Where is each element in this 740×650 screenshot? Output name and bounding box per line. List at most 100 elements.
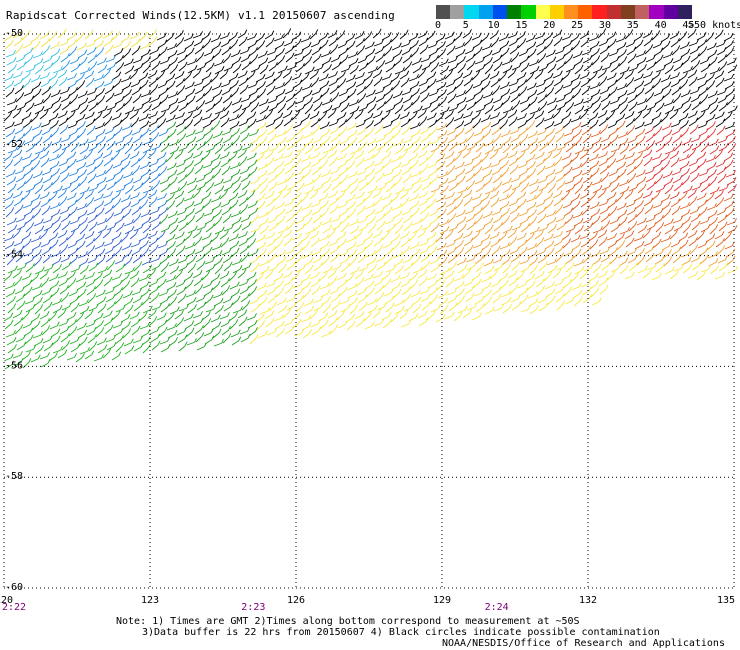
wind-barb (417, 191, 428, 199)
wind-barb (193, 236, 203, 247)
wind-barb (374, 124, 384, 135)
wind-barb (538, 302, 549, 312)
wind-barb (94, 279, 104, 290)
wind-barb (13, 197, 24, 207)
wind-barb (554, 286, 565, 295)
wind-barb (40, 318, 50, 328)
wind-barb (264, 191, 275, 200)
wind-barb (312, 296, 323, 304)
wind-barb (213, 216, 223, 227)
wind-barb (355, 79, 366, 88)
wind-barb (421, 260, 431, 271)
wind-barb (662, 51, 673, 59)
wind-barb (301, 120, 311, 131)
wind-barb (553, 197, 563, 207)
wind-barb (592, 226, 603, 234)
wind-barb (464, 84, 474, 95)
wind-barb (358, 223, 369, 232)
wind-barb (129, 110, 139, 120)
wind-barb (383, 288, 394, 297)
wind-barb (518, 86, 528, 97)
wind-barb (572, 88, 582, 99)
wind-barb (409, 279, 419, 290)
wind-barb (707, 128, 717, 139)
wind-barb (320, 50, 331, 58)
wind-barb (484, 265, 495, 275)
wind-barb (552, 268, 562, 279)
wind-barb (232, 224, 242, 234)
wind-barb (439, 267, 450, 275)
wind-barb (283, 199, 294, 207)
wind-barb (705, 192, 715, 203)
wind-barb (430, 62, 440, 73)
wind-barb (455, 247, 465, 258)
wind-barb (372, 230, 383, 239)
wind-barb (5, 330, 16, 338)
wind-barb (437, 171, 448, 179)
wind-barb (230, 87, 240, 98)
wind-barb (726, 255, 736, 266)
wind-barb (25, 304, 36, 313)
wind-barb (103, 37, 114, 47)
wind-barb (130, 38, 141, 48)
wind-barb (616, 83, 627, 91)
wind-barb (294, 216, 305, 225)
wind-barb (284, 124, 294, 135)
wind-barb (336, 112, 347, 121)
wind-barb (408, 74, 419, 82)
wind-barb (59, 124, 69, 135)
wind-barb (399, 111, 410, 120)
wind-barb (583, 144, 594, 152)
wind-barb (151, 101, 162, 111)
wind-barb (534, 271, 545, 280)
wind-barb (653, 249, 664, 257)
wind-barb (392, 251, 403, 259)
wind-barb (421, 103, 432, 111)
wind-barb (500, 167, 510, 178)
wind-barb (157, 200, 168, 209)
wind-barb (103, 317, 114, 327)
wind-barb (511, 141, 521, 151)
wind-barb (42, 294, 53, 304)
wind-barb (385, 63, 396, 73)
wind-barb (562, 81, 573, 89)
wind-barb (529, 66, 540, 75)
wind-barb (123, 338, 134, 347)
wind-barb (160, 344, 171, 353)
wind-barb (304, 186, 315, 195)
wind-barb (185, 290, 196, 298)
wind-barb (374, 46, 385, 55)
wind-barb (391, 42, 402, 51)
wind-barb (13, 317, 23, 327)
wind-barb (670, 198, 681, 208)
wind-barb (581, 246, 591, 256)
wind-barb (221, 87, 232, 96)
wind-barb (230, 49, 241, 58)
wind-barb (304, 305, 315, 315)
wind-barb (705, 155, 716, 163)
wind-barb (374, 87, 385, 95)
wind-barb (274, 119, 284, 130)
wind-barb (501, 297, 512, 306)
wind-barb (673, 223, 684, 232)
wind-barb (493, 222, 503, 232)
wind-barb (320, 169, 331, 178)
wind-barb (455, 49, 466, 58)
wind-barb (554, 47, 565, 55)
wind-barb (141, 257, 152, 266)
wind-barb (59, 165, 70, 175)
colorbar-segment (649, 5, 664, 19)
wind-barb (169, 265, 180, 275)
wind-barb (365, 250, 376, 258)
wind-barb (714, 190, 724, 200)
wind-barb (635, 87, 645, 98)
wind-barb (48, 191, 58, 202)
wind-barb (520, 305, 531, 313)
wind-barb (106, 103, 117, 111)
wind-barb (708, 258, 719, 267)
wind-barb (689, 46, 700, 55)
wind-barb (12, 351, 23, 359)
wind-barb (112, 198, 122, 209)
wind-barb (392, 288, 402, 299)
wind-barb (70, 63, 81, 73)
